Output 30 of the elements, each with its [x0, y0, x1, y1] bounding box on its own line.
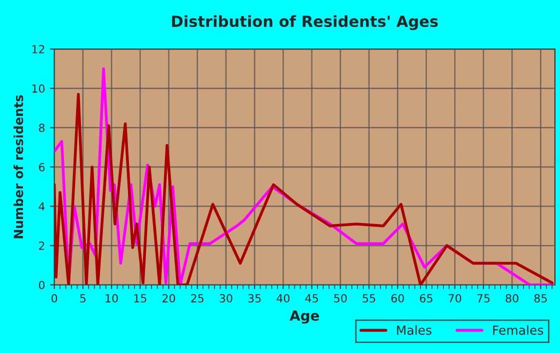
legend-label: Females: [493, 325, 544, 335]
x-tick-label: 55: [362, 294, 376, 302]
y-tick-label: 10: [32, 84, 45, 93]
y-tick-label: 2: [39, 242, 44, 250]
x-tick-label: 35: [248, 294, 261, 302]
x-tick-label: 5: [80, 294, 86, 302]
x-tick-label: 70: [448, 294, 462, 302]
y-axis-title: Number of residents: [14, 95, 24, 238]
x-tick-label: 50: [334, 294, 347, 302]
y-tick-label: 0: [38, 280, 45, 290]
y-tick-label: 12: [32, 45, 44, 54]
x-tick-label: 80: [506, 294, 518, 302]
x-axis-title: Age: [290, 310, 320, 324]
x-tick-label: 60: [391, 294, 404, 302]
x-tick-label: 30: [220, 294, 232, 302]
x-tick-label: 20: [162, 294, 176, 302]
x-tick-label: 65: [420, 294, 432, 302]
x-tick-label: 40: [276, 294, 290, 302]
x-tick-label: 10: [106, 294, 118, 302]
y-tick-label: 6: [39, 162, 45, 172]
x-tick-label: 75: [477, 294, 490, 302]
x-tick-label: 45: [305, 294, 318, 302]
chart-title: Distribution of Residents' Ages: [172, 15, 438, 30]
legend-label: Males: [397, 325, 432, 335]
x-tick-label: 0: [52, 294, 58, 302]
y-tick-label: 4: [38, 202, 45, 210]
x-tick-label: 15: [134, 294, 146, 302]
x-tick-label: 25: [191, 294, 204, 302]
y-tick-label: 8: [38, 124, 45, 132]
x-tick-label: 85: [534, 294, 547, 302]
